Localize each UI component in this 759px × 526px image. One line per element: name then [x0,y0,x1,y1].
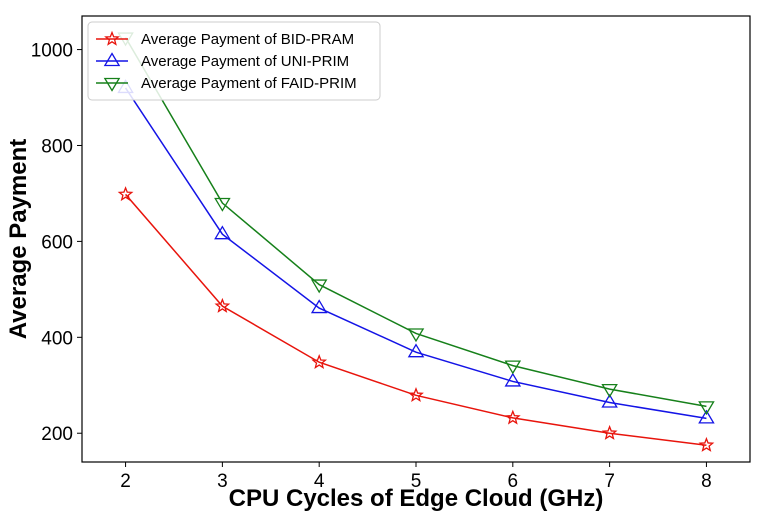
data-point [504,360,522,375]
data-point [601,383,618,398]
x-tick-label: 8 [701,471,712,492]
data-point [117,186,134,202]
data-point [407,328,425,343]
series-triangle-up [117,79,715,424]
y-tick-label: 400 [41,328,73,349]
y-tick-label: 1000 [31,41,73,62]
x-tick-label: 4 [314,471,325,492]
legend-label: Average Payment of FAID-PRIM [141,75,357,92]
series-line [124,37,707,408]
y-tick-label: 200 [41,424,73,445]
series-line [125,193,707,446]
data-point [311,353,328,369]
x-tick-label: 7 [604,471,615,492]
data-point [698,401,715,416]
x-tick-label: 6 [508,471,519,492]
data-point [698,409,715,424]
x-tick-label: 3 [217,471,228,492]
legend-marker [103,52,121,67]
series-triangle-down [117,32,715,416]
y-axis-label: Average Payment [5,139,32,340]
axes: 2 3 4 5 6 7 8 200 400 600 800 1000 [31,41,712,492]
data-point [504,372,522,387]
data-point [601,424,618,440]
x-axis-label: CPU Cycles of Edge Cloud (GHz) [229,485,604,512]
x-tick-label: 2 [120,471,131,492]
data-point [214,225,231,240]
data-point [214,197,231,212]
data-point [310,279,328,294]
data-point [601,393,618,408]
data-point [408,387,424,403]
data-point [310,299,328,314]
series-line [124,87,707,420]
data-point [504,409,521,425]
legend-label: Average Payment of BID-PRAM [141,31,354,48]
series-star [117,186,715,452]
legend-marker [103,77,121,92]
series-layer [117,32,715,452]
data-point [698,436,715,452]
data-point [214,297,231,313]
x-tick-label: 5 [411,471,422,492]
plot-frame [81,15,751,463]
data-point [407,343,425,358]
legend-label: Average Payment of UNI-PRIM [141,53,349,70]
y-tick-label: 600 [41,232,73,253]
legend: Average Payment of BID-PRAM Average Payme… [87,21,381,101]
legend-marker [104,30,120,46]
legend-box [87,21,381,101]
y-tick-label: 800 [41,136,73,157]
